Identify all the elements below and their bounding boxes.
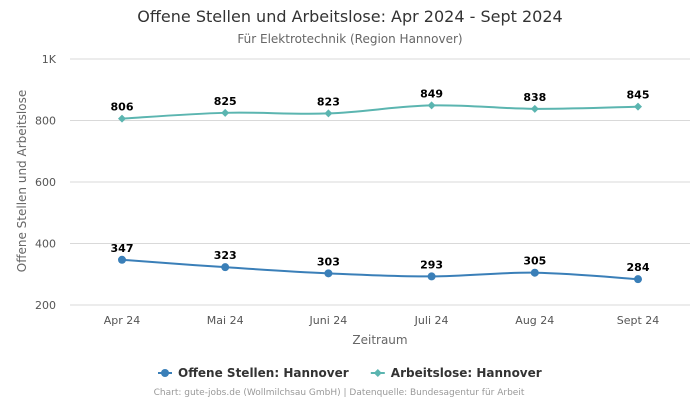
data-label: 838 (523, 91, 546, 104)
x-axis-ticks: Apr 24 Mai 24 Juni 24 Juli 24 Aug 24 Sept 24 (104, 314, 660, 327)
data-point-marker (427, 272, 436, 281)
data-point-marker (634, 275, 642, 284)
data-label: 806 (111, 101, 134, 114)
data-label: 825 (214, 95, 237, 108)
data-point-marker (221, 108, 230, 117)
data-label: 323 (214, 249, 237, 262)
chart-credits: Chart: gute-jobs.de (Wollmilchsau GmbH) … (154, 388, 525, 398)
data-label: 823 (317, 95, 340, 108)
legend-marker (373, 369, 382, 377)
data-point-marker (118, 255, 126, 264)
data-label: 293 (420, 258, 443, 271)
data-label: 305 (523, 255, 546, 268)
legend-marker (161, 369, 169, 377)
series-line-2 (121, 104, 639, 120)
data-label: 284 (627, 261, 650, 274)
series-line-1 (121, 258, 639, 281)
data-point-marker (634, 102, 642, 111)
data-label: 845 (627, 89, 650, 102)
data-label: 849 (420, 87, 443, 100)
legend-item-2: Arbeitslose: Hannover (370, 366, 542, 380)
chart-subtitle: Für Elektrotechnik (Region Hannover) (237, 32, 462, 46)
data-point-marker (118, 114, 126, 123)
x-tick-label: Aug 24 (515, 314, 554, 327)
legend-item-1: Offene Stellen: Hannover (158, 366, 349, 380)
legend-label: Arbeitslose: Hannover (391, 366, 542, 380)
legend: Offene Stellen: Hannover Arbeitslose: Han… (158, 366, 542, 380)
x-tick-label: Apr 24 (104, 314, 141, 327)
y-axis-ticks: 200 400 600 800 1K (35, 53, 57, 312)
y-tick-label: 400 (35, 238, 56, 251)
series-layer: 347 323 303 293 305 284 806 825 823 849 838 845 (111, 87, 650, 284)
chart-title: Offene Stellen und Arbeitslose: Apr 2024… (137, 7, 562, 26)
y-tick-label: 600 (35, 176, 56, 189)
legend-label: Offene Stellen: Hannover (178, 366, 349, 380)
x-tick-label: Juli 24 (414, 314, 449, 327)
data-point-marker (427, 101, 436, 110)
data-point-marker (324, 109, 333, 118)
x-tick-label: Mai 24 (207, 314, 244, 327)
x-tick-label: Juni 24 (309, 314, 348, 327)
y-tick-label: 1K (42, 53, 57, 66)
y-tick-label: 800 (35, 115, 56, 128)
data-point-marker (324, 269, 333, 278)
data-point-marker (530, 104, 539, 113)
data-point-marker (530, 268, 539, 277)
gridlines (70, 58, 690, 306)
data-point-marker (221, 263, 230, 272)
data-label: 347 (111, 242, 134, 255)
x-tick-label: Sept 24 (617, 314, 660, 327)
x-axis-title: Zeitraum (352, 333, 407, 347)
y-tick-label: 200 (35, 299, 56, 312)
data-label: 303 (317, 255, 340, 268)
y-axis-title: Offene Stellen und Arbeitslose (15, 90, 29, 272)
